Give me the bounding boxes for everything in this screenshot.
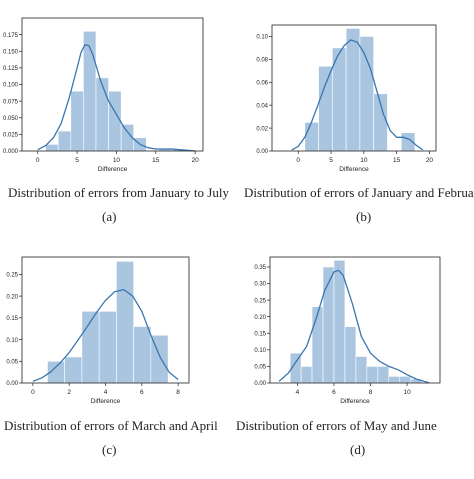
y-tick-label: 0.35 — [254, 265, 266, 271]
histogram-bar — [116, 261, 134, 384]
caption-a: Distribution of errors from January to J… — [8, 185, 229, 200]
histogram-bar — [300, 366, 313, 384]
panel-label-a: (a) — [102, 209, 117, 224]
x-tick-label: 4 — [296, 389, 300, 396]
x-tick-label: 10 — [403, 389, 411, 396]
kde-curve — [32, 288, 179, 382]
chart-panel-a: 0 5 10 15 20 0.000 0.025 0.050 0.075 0.100 0.125 0.… — [3, 17, 204, 173]
histogram-bar — [359, 36, 374, 152]
chart-panel-b: 0 5 10 15 20 0.00 0.02 0.04 0.06 0.08 0.10 Differen… — [256, 24, 437, 173]
y-tick-label: 0.000 — [3, 149, 19, 155]
x-axis-label: Difference — [339, 166, 369, 173]
chart-panel-c: 0 2 4 6 8 0.00 0.05 0.10 0.15 0.20 0.25 Difference — [6, 256, 190, 405]
y-tick-label: 0.08 — [256, 58, 268, 64]
histogram-bar — [57, 130, 72, 152]
kde-curve — [291, 39, 424, 151]
x-tick-label: 5 — [75, 157, 79, 164]
histogram-bar — [322, 266, 335, 384]
kde-curve — [37, 43, 196, 152]
x-tick-label: 8 — [176, 389, 180, 396]
x-tick-label: 6 — [332, 389, 336, 396]
chart-panel-d: 4 6 8 10 0.00 0.05 0.10 0.15 0.20 0.25 0.30 0.35 Dif… — [254, 256, 441, 405]
histogram-bar — [70, 90, 84, 152]
x-tick-label: 4 — [104, 389, 108, 396]
panel-label-c: (c) — [102, 442, 117, 457]
axes-frame — [271, 24, 437, 152]
x-tick-label: 20 — [192, 157, 200, 164]
histogram-bar — [344, 326, 357, 384]
y-tick-label: 0.05 — [254, 365, 266, 371]
histogram-bar — [377, 366, 390, 384]
y-tick-label: 0.025 — [3, 133, 19, 139]
x-tick-label: 6 — [140, 389, 144, 396]
y-tick-label: 0.00 — [256, 149, 268, 155]
histogram-bar — [304, 122, 319, 152]
histogram-bar — [108, 90, 122, 152]
y-tick-label: 0.06 — [256, 80, 268, 86]
y-tick-label: 0.15 — [254, 331, 266, 337]
y-tick-label: 0.20 — [254, 315, 266, 321]
y-tick-label: 0.10 — [256, 35, 268, 41]
y-tick-label: 0.100 — [3, 83, 19, 89]
histogram-bar — [311, 306, 324, 384]
x-tick-label: 15 — [393, 157, 401, 164]
y-tick-label: 0.00 — [254, 381, 266, 387]
x-tick-label: 8 — [369, 389, 373, 396]
histogram-bar — [333, 260, 346, 384]
y-tick-label: 0.050 — [3, 116, 19, 122]
histogram-bar — [399, 376, 412, 384]
kde-curve — [278, 269, 430, 384]
y-tick-label: 0.25 — [254, 298, 266, 304]
caption-c: Distribution of errors of March and Apri… — [4, 418, 218, 433]
y-tick-label: 0.10 — [6, 338, 18, 344]
axes-frame — [269, 256, 441, 384]
x-tick-label: 0 — [296, 157, 300, 164]
y-tick-label: 0.10 — [254, 348, 266, 354]
y-tick-label: 0.125 — [3, 66, 19, 72]
y-tick-label: 0.02 — [256, 126, 268, 132]
histogram-bar — [355, 356, 368, 384]
y-tick-label: 0.15 — [6, 316, 18, 322]
y-tick-label: 0.150 — [3, 49, 19, 55]
histogram-bar — [133, 326, 152, 384]
x-tick-label: 10 — [360, 157, 368, 164]
x-tick-label: 20 — [426, 157, 434, 164]
x-tick-label: 2 — [67, 389, 71, 396]
y-tick-label: 0.075 — [3, 99, 19, 105]
x-axis-label: Difference — [91, 398, 121, 405]
x-tick-label: 15 — [152, 157, 160, 164]
y-tick-label: 0.30 — [254, 282, 266, 288]
histogram-bar — [366, 366, 379, 384]
y-tick-label: 0.04 — [256, 103, 268, 109]
y-tick-label: 0.05 — [6, 359, 18, 365]
x-axis-label: Difference — [98, 166, 128, 173]
y-tick-label: 0.175 — [3, 33, 19, 39]
x-axis-label: Difference — [340, 398, 370, 405]
x-tick-label: 0 — [31, 389, 35, 396]
histogram-bar — [95, 77, 109, 152]
caption-b: Distribution of errors of January and Fe… — [244, 185, 474, 200]
y-tick-label: 0.00 — [6, 381, 18, 387]
histogram-bar — [83, 30, 97, 152]
x-tick-label: 10 — [113, 157, 121, 164]
histogram-bar — [388, 376, 401, 384]
histogram-bar — [345, 28, 361, 152]
histogram-bar — [45, 144, 59, 152]
histogram-bar — [318, 65, 333, 152]
panel-label-b: (b) — [356, 209, 372, 224]
y-tick-label: 0.20 — [6, 294, 18, 300]
caption-d: Distribution of errors of May and June — [236, 418, 437, 433]
histogram-bar — [64, 356, 83, 384]
x-tick-label: 0 — [36, 157, 40, 164]
histogram-bar — [98, 311, 117, 384]
y-tick-label: 0.25 — [6, 273, 18, 279]
x-tick-label: 5 — [329, 157, 333, 164]
panel-label-d: (d) — [350, 442, 366, 457]
